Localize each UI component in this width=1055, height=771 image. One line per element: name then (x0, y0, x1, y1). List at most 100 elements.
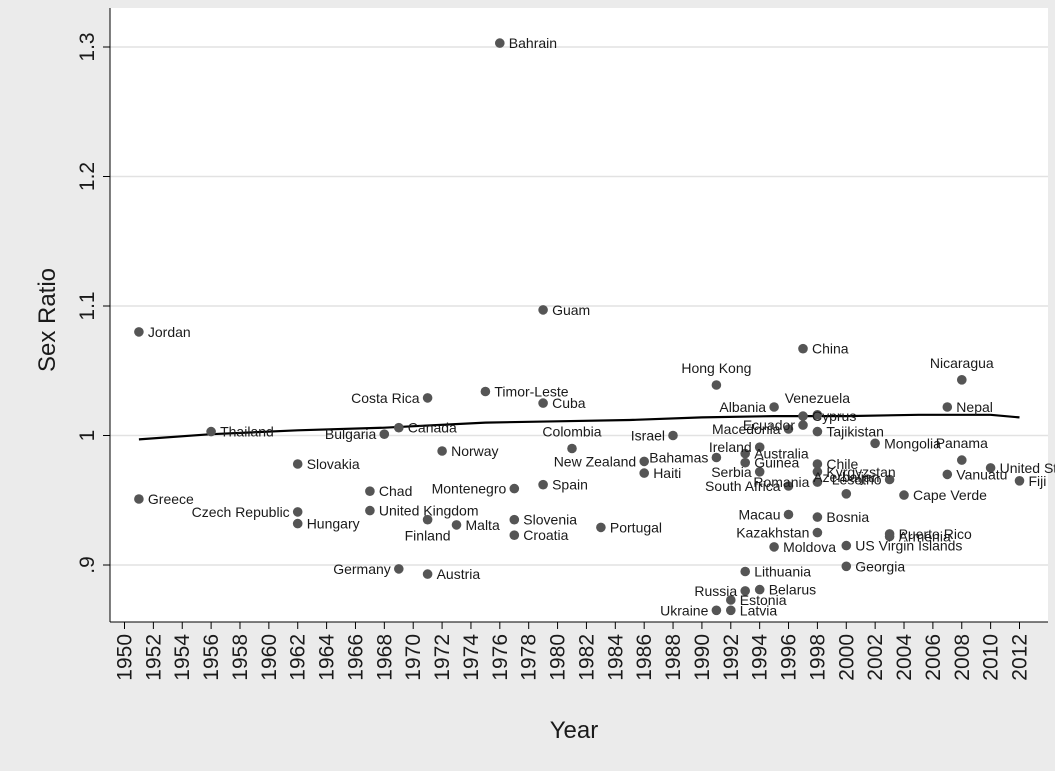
x-tick-label: 1974 (460, 634, 483, 681)
axes (109, 8, 1048, 623)
point-label: Ukraine (660, 602, 708, 618)
data-point (365, 505, 375, 516)
data-point (365, 486, 375, 497)
data-point (798, 411, 808, 421)
point-label: China (812, 341, 849, 357)
data-point (292, 507, 303, 517)
point-label: Spain (552, 477, 588, 493)
y-tick-label: 1.2 (76, 162, 99, 191)
point-label: Greece (148, 491, 194, 507)
point-label: Tajikistan (826, 424, 884, 440)
x-tick-label: 1976 (489, 634, 512, 681)
data-point (942, 402, 953, 412)
x-tick-label: 1998 (806, 634, 829, 681)
data-point (134, 327, 144, 337)
data-point (134, 494, 144, 504)
point-label: Moldova (783, 539, 836, 555)
plot-area (110, 8, 1048, 622)
point-label: Australia (754, 446, 809, 462)
data-point (726, 595, 736, 605)
point-label: Cuba (552, 395, 586, 411)
data-point (639, 456, 649, 467)
point-labels: Bahrain Jordan Guam China Nicaragua Hong Kong… (148, 35, 1055, 618)
point-label: Slovakia (307, 456, 360, 472)
y-ticks: .9 1 1.1 1.2 1.3 (76, 32, 110, 574)
trend-line-group (138, 413, 1020, 441)
x-tick-label: 1970 (402, 634, 425, 681)
data-point (754, 584, 765, 595)
data-point (740, 448, 750, 459)
data-point (509, 530, 520, 540)
point-label: Nepal (956, 399, 993, 415)
point-label: Lithuania (754, 564, 811, 580)
x-tick-label: 1986 (633, 634, 656, 681)
data-point (596, 522, 606, 533)
point-label: Bosnia (826, 509, 869, 525)
point-label: Panama (936, 435, 988, 451)
data-point (812, 477, 823, 487)
data-point (812, 467, 823, 477)
data-point (899, 490, 909, 500)
data-point (812, 512, 823, 522)
point-label: Finland (405, 528, 451, 544)
x-tick-label: 1984 (604, 634, 627, 681)
point-label: Armenia (899, 529, 951, 545)
data-point (841, 489, 852, 499)
x-tick-label: 1990 (691, 634, 714, 681)
x-tick-label: 1982 (575, 634, 598, 681)
data-point (812, 410, 823, 420)
data-point (783, 481, 794, 491)
data-point (812, 459, 823, 469)
point-label: Kyrgyzstan (826, 464, 895, 480)
x-tick-label: 1980 (547, 634, 570, 681)
data-point (957, 375, 967, 385)
x-tick-label: 1994 (749, 634, 772, 681)
x-tick-label: 1996 (778, 634, 801, 681)
point-label: Israel (631, 428, 665, 444)
point-label: Georgia (855, 558, 905, 574)
point-label: Romania (753, 474, 809, 490)
point-label: Azerbaijan (813, 469, 879, 485)
data-point (957, 455, 967, 465)
point-label: Guinea (754, 455, 799, 471)
data-point (754, 442, 765, 453)
data-point (567, 443, 577, 454)
x-tick-label: 1960 (258, 634, 281, 681)
x-tick-label: 1952 (142, 634, 165, 681)
point-label: Estonia (740, 592, 787, 608)
point-label: United States (1000, 460, 1055, 476)
data-point (422, 393, 433, 403)
x-tick-label: 1968 (373, 634, 396, 681)
data-point (783, 509, 794, 520)
data-point (1014, 476, 1025, 486)
x-axis-title: Year (550, 717, 599, 744)
data-point (740, 457, 750, 468)
x-tick-label: 2002 (864, 634, 887, 681)
x-tick-label: 1978 (518, 634, 541, 681)
point-label: United Kingdom (379, 503, 479, 519)
data-point (754, 467, 765, 477)
point-label: Ireland (709, 439, 752, 455)
point-label: New Zealand (554, 453, 637, 469)
point-label: Austria (437, 566, 481, 582)
point-label: Venezuela (785, 390, 851, 406)
x-tick-label: 1964 (316, 634, 339, 681)
data-point (740, 566, 750, 577)
data-point (783, 424, 794, 434)
point-label: Vanuatu (956, 466, 1007, 482)
point-label: Russia (694, 583, 737, 599)
data-point (538, 398, 548, 408)
point-label: Chile (826, 456, 858, 472)
x-tick-label: 2012 (1009, 634, 1032, 681)
point-label: South Africa (705, 478, 781, 494)
data-point (769, 542, 779, 552)
point-label: Costa Rica (351, 390, 420, 406)
data-point (639, 468, 649, 478)
point-label: Montenegro (432, 481, 507, 497)
point-label: Thailand (220, 424, 274, 440)
y-tick-label: .9 (76, 556, 99, 574)
data-point (394, 564, 404, 574)
data-point (480, 386, 491, 397)
point-label: Cape Verde (913, 487, 987, 503)
